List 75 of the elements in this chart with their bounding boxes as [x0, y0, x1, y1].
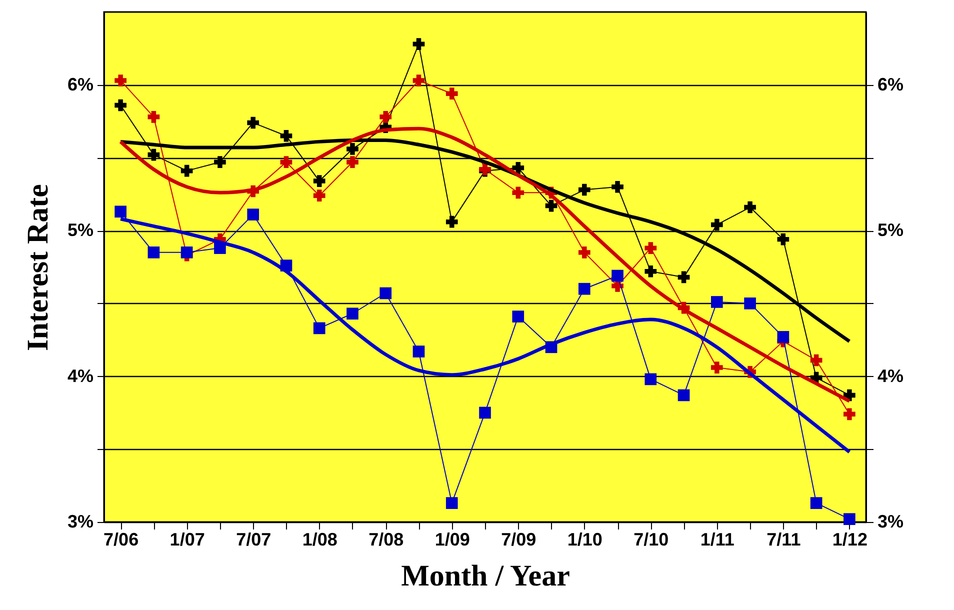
point: [313, 175, 326, 187]
point: [148, 111, 160, 123]
point: [844, 408, 856, 420]
point: [180, 246, 193, 258]
x-tick-label: 7/06: [104, 530, 139, 550]
point: [710, 296, 723, 308]
point: [412, 74, 425, 86]
y2-tick-label: 4%: [878, 366, 904, 386]
x-tick-label: 7/08: [368, 530, 404, 550]
y2-tick-label: 6%: [878, 74, 904, 94]
point: [280, 156, 292, 168]
point: [380, 287, 392, 300]
x-tick-label: 1/08: [302, 530, 338, 550]
point: [280, 130, 292, 142]
point: [512, 310, 524, 322]
x-tick-label: 7/10: [634, 530, 669, 550]
point: [214, 156, 226, 168]
point: [512, 162, 524, 174]
point: [346, 143, 358, 155]
point: [644, 265, 657, 278]
point: [678, 271, 690, 284]
point: [578, 282, 590, 295]
point: [744, 298, 756, 310]
x-tick-label: 7/09: [501, 530, 536, 550]
point: [612, 180, 624, 193]
point: [180, 164, 193, 177]
point: [678, 389, 690, 402]
point: [114, 99, 126, 112]
point: [148, 148, 160, 161]
point: [446, 216, 458, 228]
point: [810, 497, 822, 509]
x-tick-label: 7/11: [766, 530, 801, 550]
x-tick-label: 1/07: [170, 530, 205, 550]
point: [612, 270, 624, 282]
y-axis-title: Interest Rate: [21, 184, 54, 351]
y-tick-label: 3%: [67, 512, 94, 532]
point: [247, 208, 260, 220]
point: [148, 246, 160, 258]
x-tick-label: 1/12: [832, 530, 868, 550]
x-tick-label: 1/11: [700, 530, 734, 550]
point: [479, 406, 491, 419]
point: [777, 331, 790, 343]
point: [114, 206, 126, 218]
point: [710, 362, 723, 374]
point: [644, 242, 657, 254]
point: [412, 346, 425, 358]
x-axis-title: Month / Year: [401, 560, 570, 592]
point: [346, 156, 358, 168]
point: [710, 218, 723, 231]
point: [578, 246, 590, 258]
y-tick-label: 6%: [67, 74, 94, 94]
point: [512, 186, 524, 199]
point: [744, 201, 756, 214]
y2-tick-label: 3%: [878, 512, 904, 532]
point: [412, 38, 425, 50]
point: [446, 497, 458, 509]
point: [247, 116, 260, 129]
point: [313, 190, 326, 202]
point: [313, 322, 326, 334]
point: [578, 184, 590, 196]
point: [545, 200, 558, 212]
y-tick-label: 4%: [67, 366, 94, 386]
point: [844, 513, 856, 525]
y2-tick-label: 5%: [878, 220, 904, 240]
x-tick-label: 7/07: [236, 530, 272, 550]
x-tick-label: 1/09: [434, 530, 470, 550]
point: [114, 74, 126, 86]
x-tick-label: 1/10: [567, 530, 602, 550]
point: [810, 354, 822, 366]
y-tick-label: 5%: [67, 220, 94, 240]
point: [777, 233, 790, 246]
point: [346, 308, 358, 320]
point: [380, 111, 392, 123]
point: [644, 373, 657, 386]
point: [446, 88, 458, 100]
